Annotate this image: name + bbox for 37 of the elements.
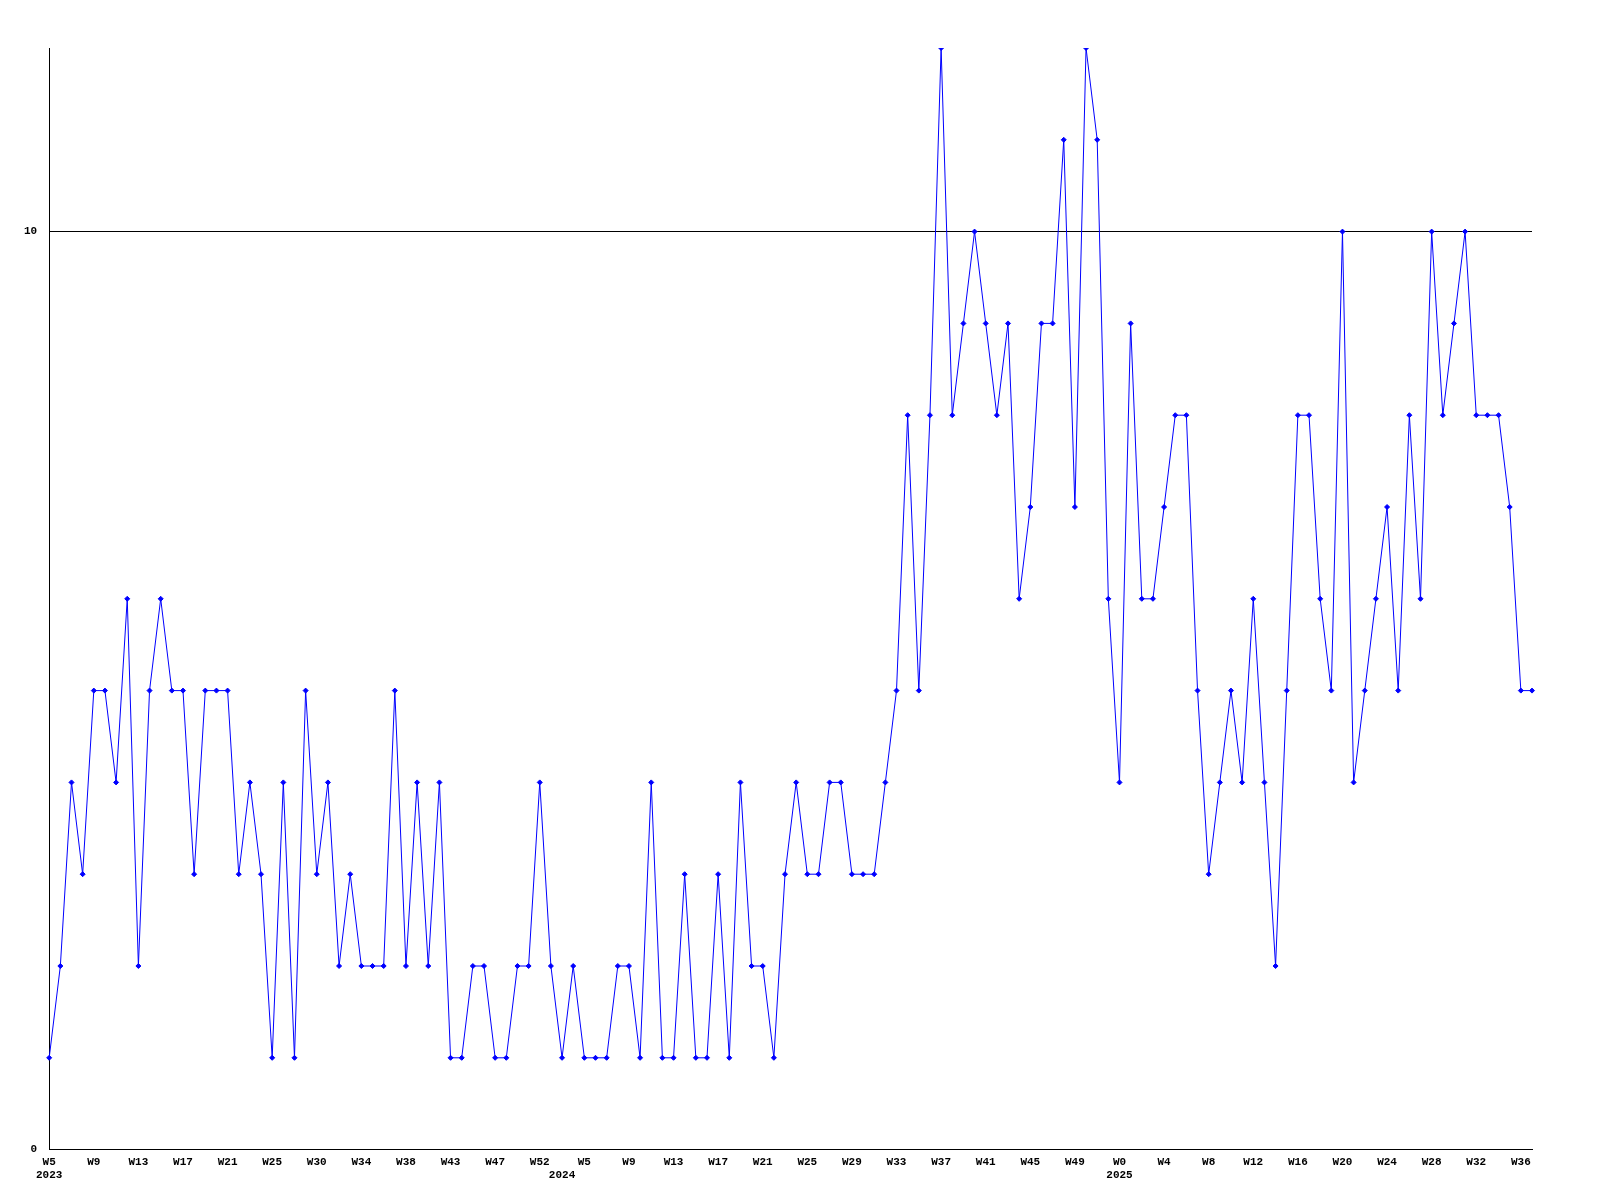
x-tick-label: W25 — [262, 1155, 283, 1168]
x-tick-label: W38 — [396, 1155, 417, 1168]
y-tick-label: 10 — [24, 225, 38, 238]
x-tick-label: W36 — [1510, 1155, 1531, 1168]
x-tick-label: W0 2025 — [1106, 1155, 1134, 1182]
x-tick-label: W5 — [577, 1155, 592, 1168]
x-tick-label: W34 — [351, 1155, 372, 1168]
x-tick-label: W33 — [886, 1155, 907, 1168]
x-tick-label: W47 — [485, 1155, 506, 1168]
x-tick-label: W37 — [931, 1155, 952, 1168]
x-tick-label: W9 — [87, 1155, 101, 1168]
x-tick-label: W13 — [663, 1155, 684, 1168]
x-tick-label: W25 — [797, 1155, 818, 1168]
x-tick-label: W49 — [1064, 1155, 1085, 1168]
x-tick-label: W16 — [1287, 1155, 1308, 1168]
x-tick-label: W20 — [1332, 1155, 1353, 1168]
x-tick-label: W28 — [1421, 1155, 1442, 1168]
x-tick-label: W30 — [306, 1155, 327, 1168]
x-tick-label: 2024 — [548, 1169, 576, 1182]
x-tick-label: W12 — [1243, 1155, 1264, 1168]
x-tick-label: W17 — [708, 1155, 729, 1168]
x-tick-label: W29 — [842, 1155, 862, 1168]
x-tick-label: W8 — [1202, 1155, 1216, 1168]
x-tick-label: W5 2023 — [36, 1155, 63, 1182]
x-tick-label: W52 — [529, 1155, 550, 1168]
x-tick-label: W41 — [975, 1155, 996, 1168]
x-tick-label: W21 — [752, 1155, 774, 1168]
x-tick-label: W4 — [1157, 1155, 1172, 1168]
y-tick-label: 0 — [30, 1143, 38, 1156]
x-tick-label: W21 — [217, 1155, 238, 1168]
x-tick-label: W45 — [1020, 1155, 1041, 1168]
x-tick-label: W24 — [1377, 1155, 1398, 1168]
x-tick-label: W9 — [622, 1155, 636, 1168]
x-tick-label: W13 — [128, 1155, 149, 1168]
x-tick-label: W32 — [1466, 1155, 1487, 1168]
x-tick-label: W17 — [173, 1155, 193, 1168]
x-tick-label: W43 — [440, 1155, 461, 1168]
